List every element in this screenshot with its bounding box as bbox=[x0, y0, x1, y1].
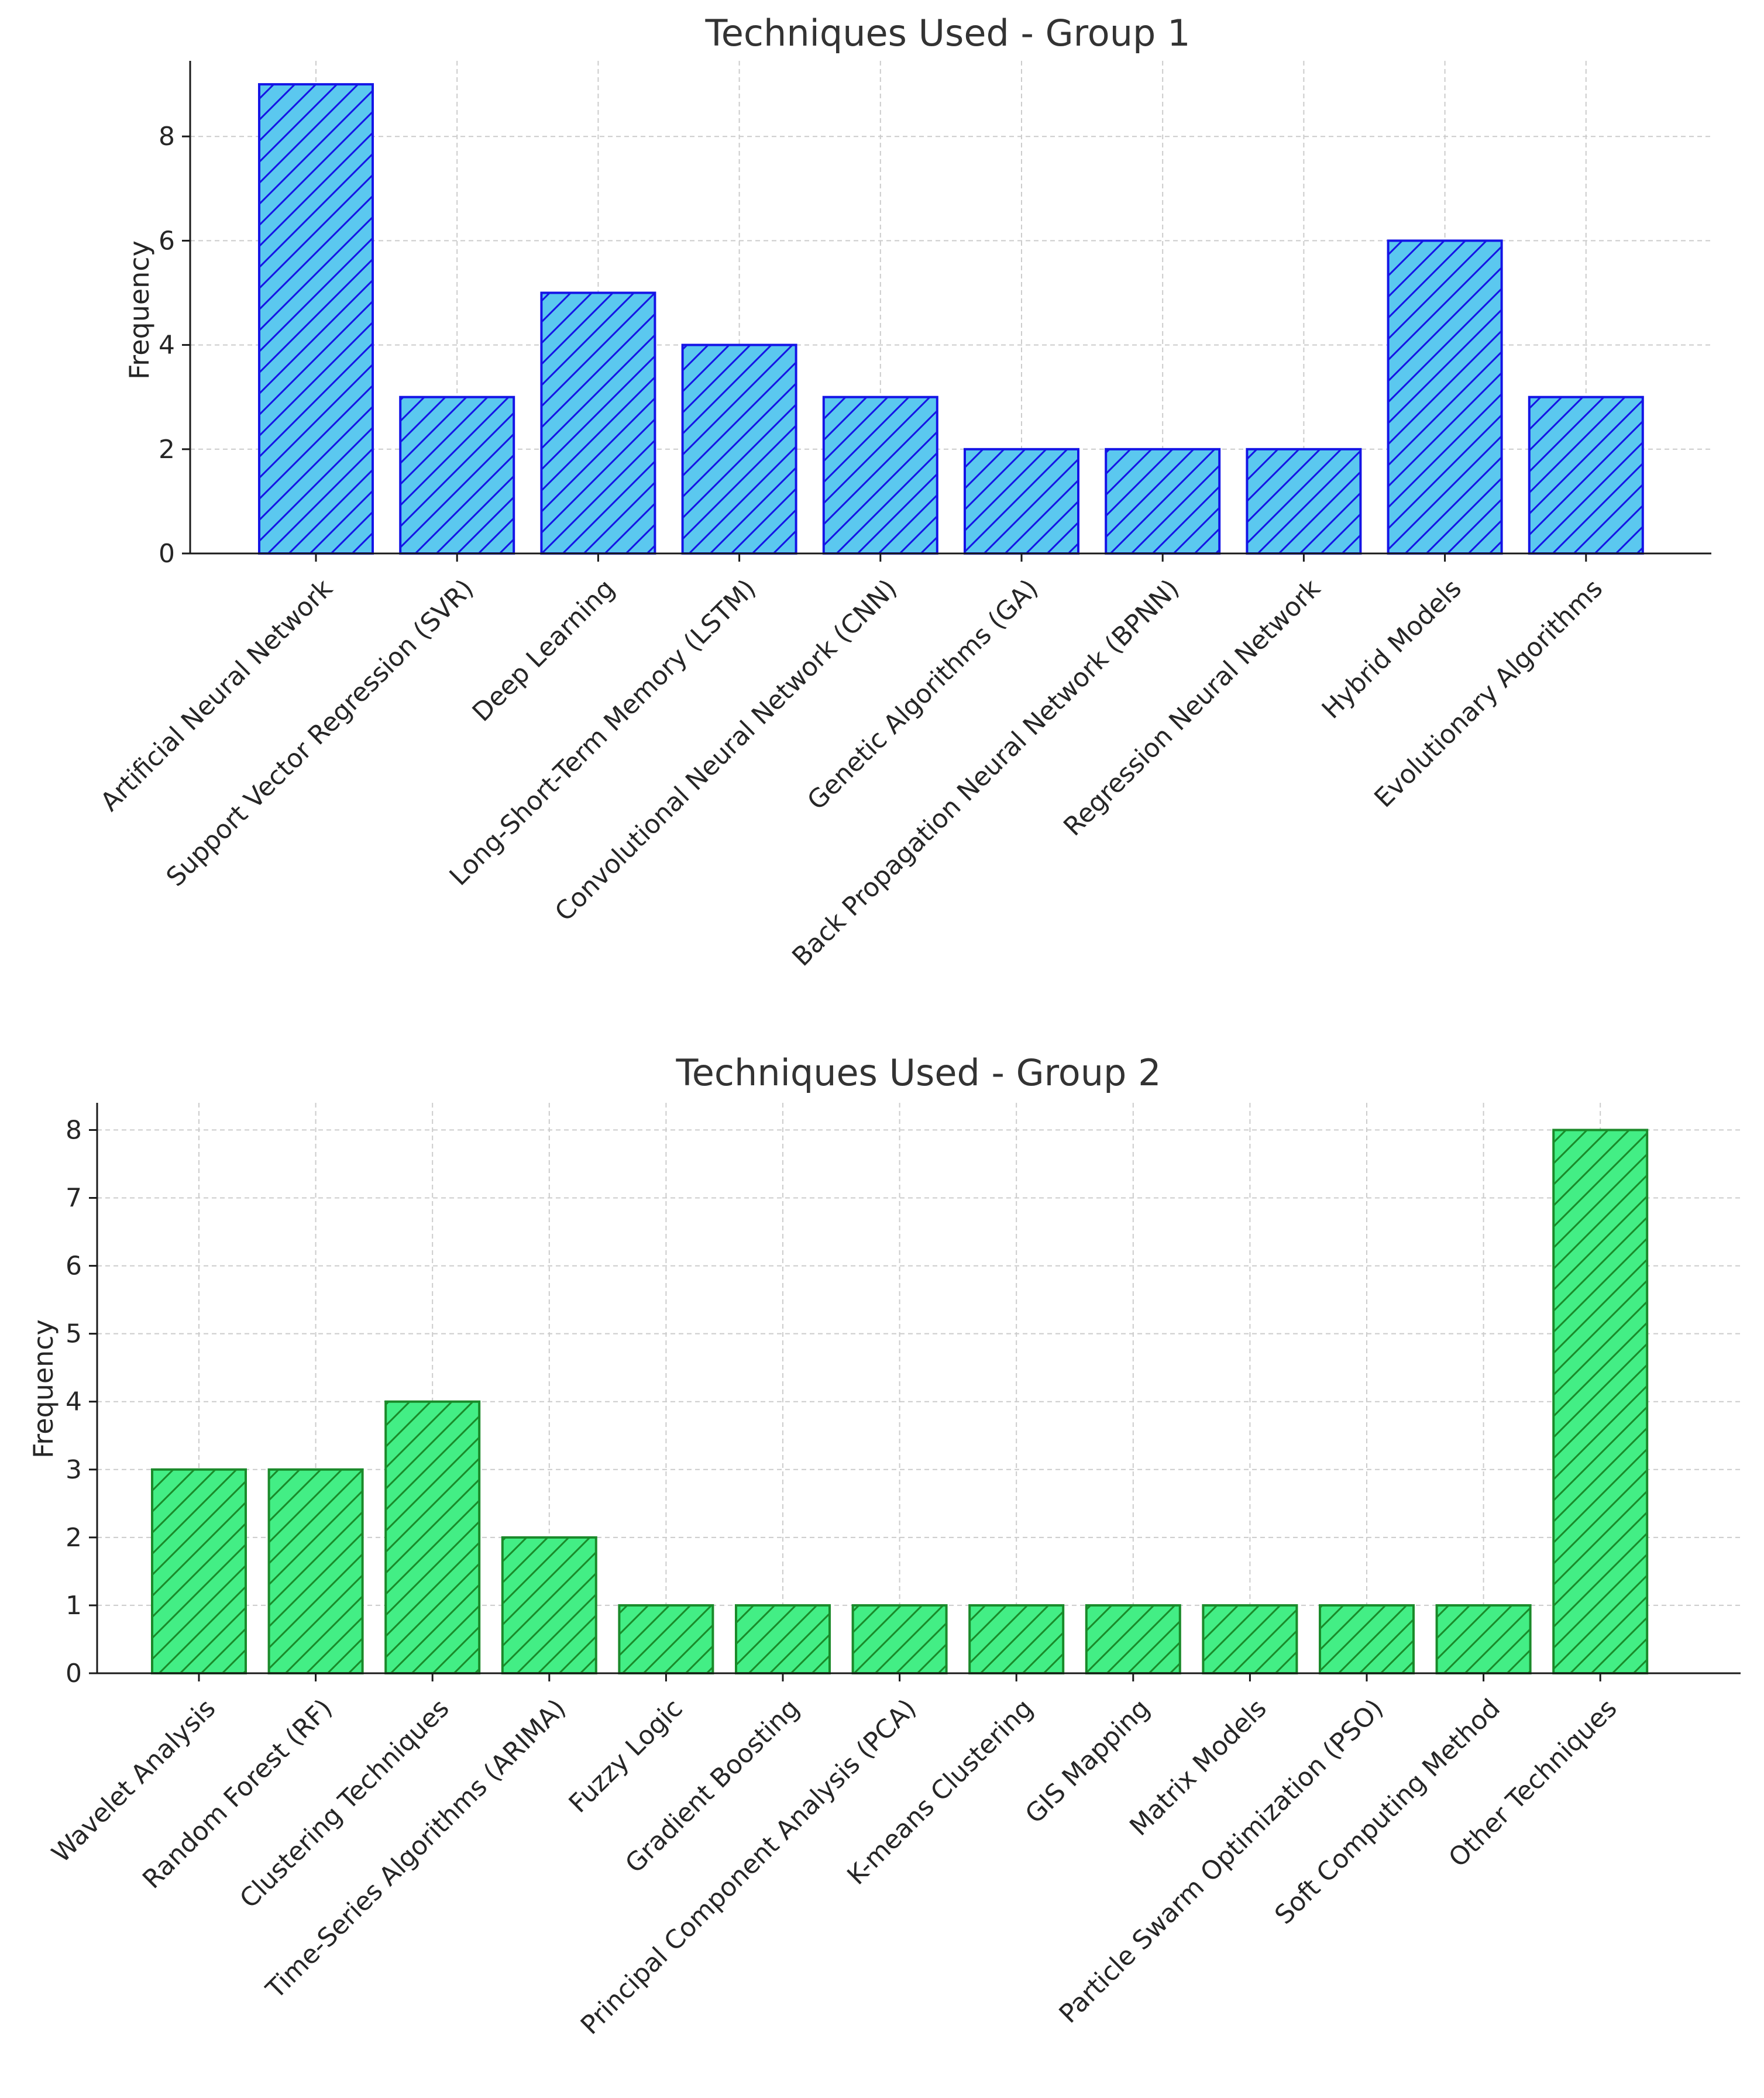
bar-4 bbox=[681, 343, 797, 555]
y-tick-label: 2 bbox=[66, 1523, 82, 1553]
y-tick-label: 3 bbox=[66, 1455, 82, 1485]
bar-12 bbox=[1435, 1604, 1532, 1674]
bar-13 bbox=[1552, 1129, 1649, 1674]
bar-2 bbox=[399, 395, 515, 555]
y-tick-label: 4 bbox=[159, 331, 175, 360]
y-tick-label: 2 bbox=[159, 435, 175, 465]
y-axis-label: Frequency bbox=[27, 1319, 59, 1459]
bar-8 bbox=[1246, 448, 1362, 555]
x-tick-label: Evolutionary Algorithms bbox=[1368, 573, 1608, 813]
x-tick-label: Genetic Algorithms (GA) bbox=[802, 573, 1044, 816]
x-tick-label: Deep Learning bbox=[467, 573, 621, 727]
bar-6 bbox=[964, 448, 1079, 555]
bar-1 bbox=[258, 83, 374, 555]
y-tick-label: 8 bbox=[159, 122, 175, 152]
bar-8 bbox=[968, 1604, 1065, 1674]
chart-title: Techniques Used - Group 2 bbox=[675, 1051, 1161, 1094]
x-tick-label: Long-Short-Term Memory (LSTM) bbox=[444, 573, 762, 891]
bar-4 bbox=[501, 1536, 597, 1675]
bar-11 bbox=[1319, 1604, 1415, 1674]
y-tick-label: 8 bbox=[66, 1115, 82, 1145]
x-tick-label: Support Vector Regression (SVR) bbox=[161, 573, 480, 892]
y-axis-label: Frequency bbox=[123, 240, 155, 380]
chart-group-1: Techniques Used - Group 1 Frequency 0 2 4 6… bbox=[95, 12, 1711, 972]
y-tick-label: 0 bbox=[66, 1659, 82, 1688]
y-tick-label: 4 bbox=[66, 1387, 82, 1417]
bar-3 bbox=[540, 291, 656, 555]
y-tick-label: 6 bbox=[66, 1251, 82, 1281]
bar-9 bbox=[1085, 1604, 1181, 1674]
bar-3 bbox=[384, 1400, 481, 1675]
bar-5 bbox=[822, 395, 938, 555]
y-tick-label: 7 bbox=[66, 1184, 82, 1213]
y-tick-label: 6 bbox=[159, 226, 175, 256]
bar-7 bbox=[1105, 448, 1221, 555]
x-tick-label: Clustering Techniques bbox=[234, 1693, 455, 1914]
bar-5 bbox=[618, 1604, 714, 1674]
bar-6 bbox=[735, 1604, 831, 1674]
bar-10 bbox=[1202, 1604, 1298, 1674]
chart-title: Techniques Used - Group 1 bbox=[704, 12, 1190, 54]
chart-group-2: Techniques Used - Group 2 Frequency 0 1 2 3… bbox=[27, 1051, 1741, 2041]
x-tick-label: Fuzzy Logic bbox=[563, 1693, 689, 1818]
bar-2 bbox=[267, 1468, 364, 1674]
x-tick-label: Hybrid Models bbox=[1316, 573, 1467, 724]
y-tick-label: 1 bbox=[66, 1591, 82, 1621]
bar-9 bbox=[1387, 239, 1503, 555]
y-tick-label: 0 bbox=[159, 539, 175, 569]
y-tick-label: 5 bbox=[66, 1319, 82, 1349]
x-tick-label: Artificial Neural Network bbox=[95, 573, 339, 817]
bar-7 bbox=[851, 1604, 948, 1674]
x-tick-label: Soft Computing Method bbox=[1269, 1693, 1506, 1930]
x-tick-label: Regression Neural Network bbox=[1058, 573, 1326, 842]
bar-10 bbox=[1528, 395, 1644, 555]
x-tick-label: Random Forest (RF) bbox=[137, 1693, 338, 1894]
bar-1 bbox=[151, 1468, 247, 1674]
